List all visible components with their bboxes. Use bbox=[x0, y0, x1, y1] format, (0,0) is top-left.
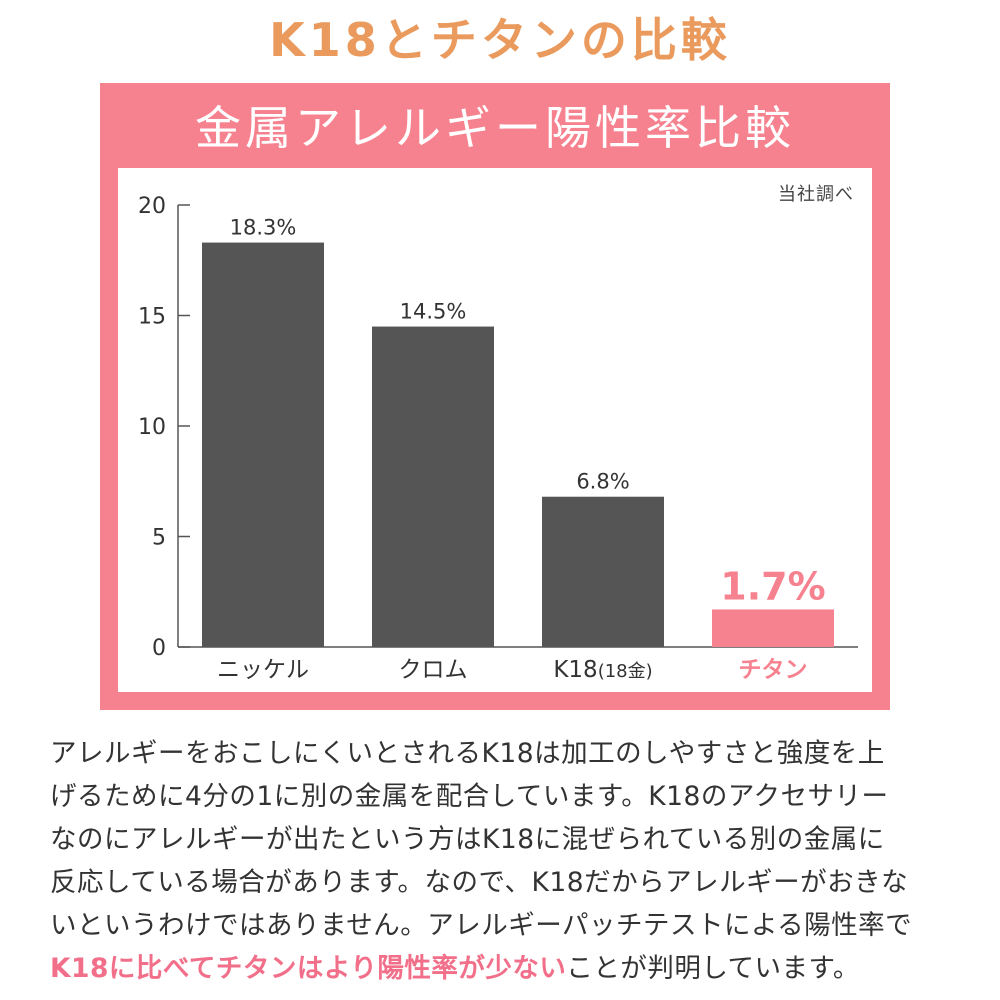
bar bbox=[542, 496, 664, 647]
y-tick-label: 15 bbox=[138, 305, 166, 330]
chart-title: 金属アレルギー陽性率比較 bbox=[195, 101, 795, 155]
data-label: 14.5% bbox=[400, 300, 467, 324]
description-line: アレルギーをおこしにくいとされるK18は加工のしやすさと強度を上 bbox=[50, 738, 885, 769]
y-tick-label: 5 bbox=[152, 526, 166, 551]
x-tick-label: K18(18金) bbox=[553, 657, 652, 683]
x-tick-label: ニッケル bbox=[217, 657, 309, 683]
description-line: いというわけではありません。アレルギーパッチテストによる陽性率で bbox=[50, 910, 913, 941]
y-tick-label: 0 bbox=[152, 636, 166, 661]
chart-area: 当社調べ 0 5 10 15 20 18.3% ニッケル 14.5% クロム 6.8% K18(18… bbox=[118, 168, 872, 692]
description-rest: ことが判明しています。 bbox=[566, 953, 860, 984]
y-tick-label: 20 bbox=[138, 194, 166, 219]
description-line: 反応している場合があります。なので、K18だからアレルギーがおきな bbox=[50, 867, 909, 898]
description-line: げるために4分の1に別の金属を配合しています。K18のアクセサリー bbox=[50, 781, 889, 812]
x-tick-label: クロム bbox=[399, 657, 468, 683]
highlight-text: K18に比べてチタンはより陽性率が少ない bbox=[50, 953, 567, 984]
page-title: K18とチタンの比較 bbox=[269, 13, 731, 67]
bar bbox=[712, 609, 834, 647]
description-line-last: K18に比べてチタンはより陽性率が少ないことが判明しています。 bbox=[50, 947, 960, 990]
source-note: 当社調べ bbox=[778, 184, 854, 205]
bar bbox=[202, 242, 324, 647]
y-tick-label: 10 bbox=[138, 415, 166, 440]
chart-frame: 金属アレルギー陽性率比較 当社調べ 0 5 10 15 20 18.3% ニッケル 14.5%… bbox=[100, 83, 890, 710]
description-line: なのにアレルギーが出たという方はK18に混ぜられている別の金属に bbox=[50, 824, 885, 855]
data-label: 18.3% bbox=[230, 216, 297, 240]
bar-chart: 0 5 10 15 20 18.3% ニッケル 14.5% クロム 6.8% K18(18金) 1.7… bbox=[138, 194, 858, 683]
data-label: 1.7% bbox=[720, 564, 825, 608]
data-label: 6.8% bbox=[576, 470, 629, 494]
description-text: アレルギーをおこしにくいとされるK18は加工のしやすさと強度を上 げるために4分… bbox=[50, 732, 960, 990]
x-tick-label: チタン bbox=[739, 657, 808, 683]
bar bbox=[372, 326, 494, 647]
